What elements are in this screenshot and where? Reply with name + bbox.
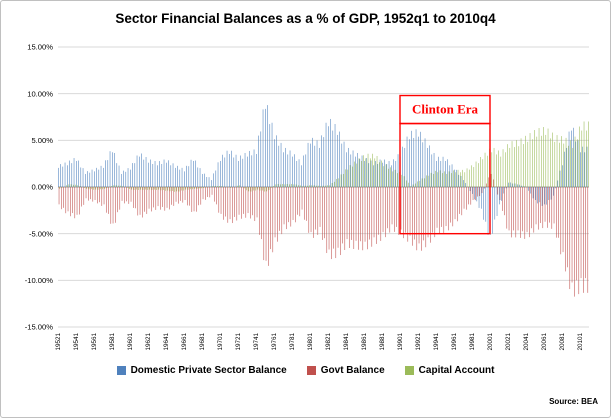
svg-text:19861: 19861	[361, 333, 368, 351]
svg-text:19901: 19901	[397, 333, 404, 351]
x-axis-labels: 19521 19541 19561 19581 19601 19621 19641 19661…	[55, 333, 584, 351]
govt-balance-swatch-icon	[306, 366, 316, 375]
svg-text:19741: 19741	[253, 333, 260, 351]
series-bars-1	[58, 173, 589, 297]
svg-text:19581: 19581	[109, 333, 116, 351]
svg-text:20061: 20061	[541, 333, 548, 351]
svg-text:19921: 19921	[415, 333, 422, 351]
svg-text:10.00%: 10.00%	[27, 89, 53, 98]
legend-item-private: Domestic Private Sector Balance	[116, 365, 287, 376]
svg-text:19601: 19601	[127, 333, 134, 351]
source-note: Source: BEA	[549, 397, 598, 406]
clinton-era-annotation: Clinton Era	[399, 94, 491, 235]
y-axis-labels: 15.00% 10.00% 5.00% 0.00% -5.00% -10.00% -15.0…	[25, 43, 54, 332]
svg-text:Clinton Era: Clinton Era	[412, 102, 479, 117]
svg-text:19941: 19941	[433, 333, 440, 351]
svg-text:20041: 20041	[523, 333, 530, 351]
svg-text:19821: 19821	[325, 333, 332, 351]
svg-text:20101: 20101	[577, 333, 584, 351]
legend: Domestic Private Sector Balance Govt Bal…	[1, 365, 610, 376]
svg-text:19661: 19661	[181, 333, 188, 351]
legend-item-govt: Govt Balance	[306, 365, 385, 376]
svg-text:-10.00%: -10.00%	[25, 276, 54, 285]
svg-text:19521: 19521	[55, 333, 62, 351]
svg-text:15.00%: 15.00%	[27, 43, 53, 52]
svg-text:19761: 19761	[271, 333, 278, 351]
svg-text:19721: 19721	[235, 333, 242, 351]
series-bars-2	[59, 121, 589, 192]
svg-text:19641: 19641	[163, 333, 170, 351]
svg-text:19621: 19621	[145, 333, 152, 351]
svg-text:19881: 19881	[379, 333, 386, 351]
svg-text:19841: 19841	[343, 333, 350, 351]
capital-account-swatch-icon	[404, 366, 414, 375]
legend-label-capital: Capital Account	[418, 365, 495, 376]
series-bars-0	[58, 105, 588, 235]
svg-text:19981: 19981	[469, 333, 476, 351]
svg-text:19781: 19781	[289, 333, 296, 351]
legend-label-govt: Govt Balance	[320, 365, 385, 376]
svg-text:19561: 19561	[91, 333, 98, 351]
svg-text:5.00%: 5.00%	[31, 136, 53, 145]
svg-text:19701: 19701	[217, 333, 224, 351]
legend-label-private: Domestic Private Sector Balance	[130, 365, 287, 376]
svg-text:20021: 20021	[505, 333, 512, 351]
svg-text:20001: 20001	[487, 333, 494, 351]
svg-text:20081: 20081	[559, 333, 566, 351]
svg-text:-5.00%: -5.00%	[29, 229, 53, 238]
svg-text:-15.00%: -15.00%	[25, 323, 54, 332]
svg-text:0.00%: 0.00%	[31, 183, 53, 192]
svg-text:19681: 19681	[199, 333, 206, 351]
chart-title: Sector Financial Balances as a % of GDP,…	[115, 11, 496, 26]
svg-text:19961: 19961	[451, 333, 458, 351]
private-balance-swatch-icon	[116, 366, 126, 375]
legend-item-capital: Capital Account	[404, 365, 495, 376]
svg-text:19801: 19801	[307, 333, 314, 351]
svg-text:19541: 19541	[73, 333, 80, 351]
